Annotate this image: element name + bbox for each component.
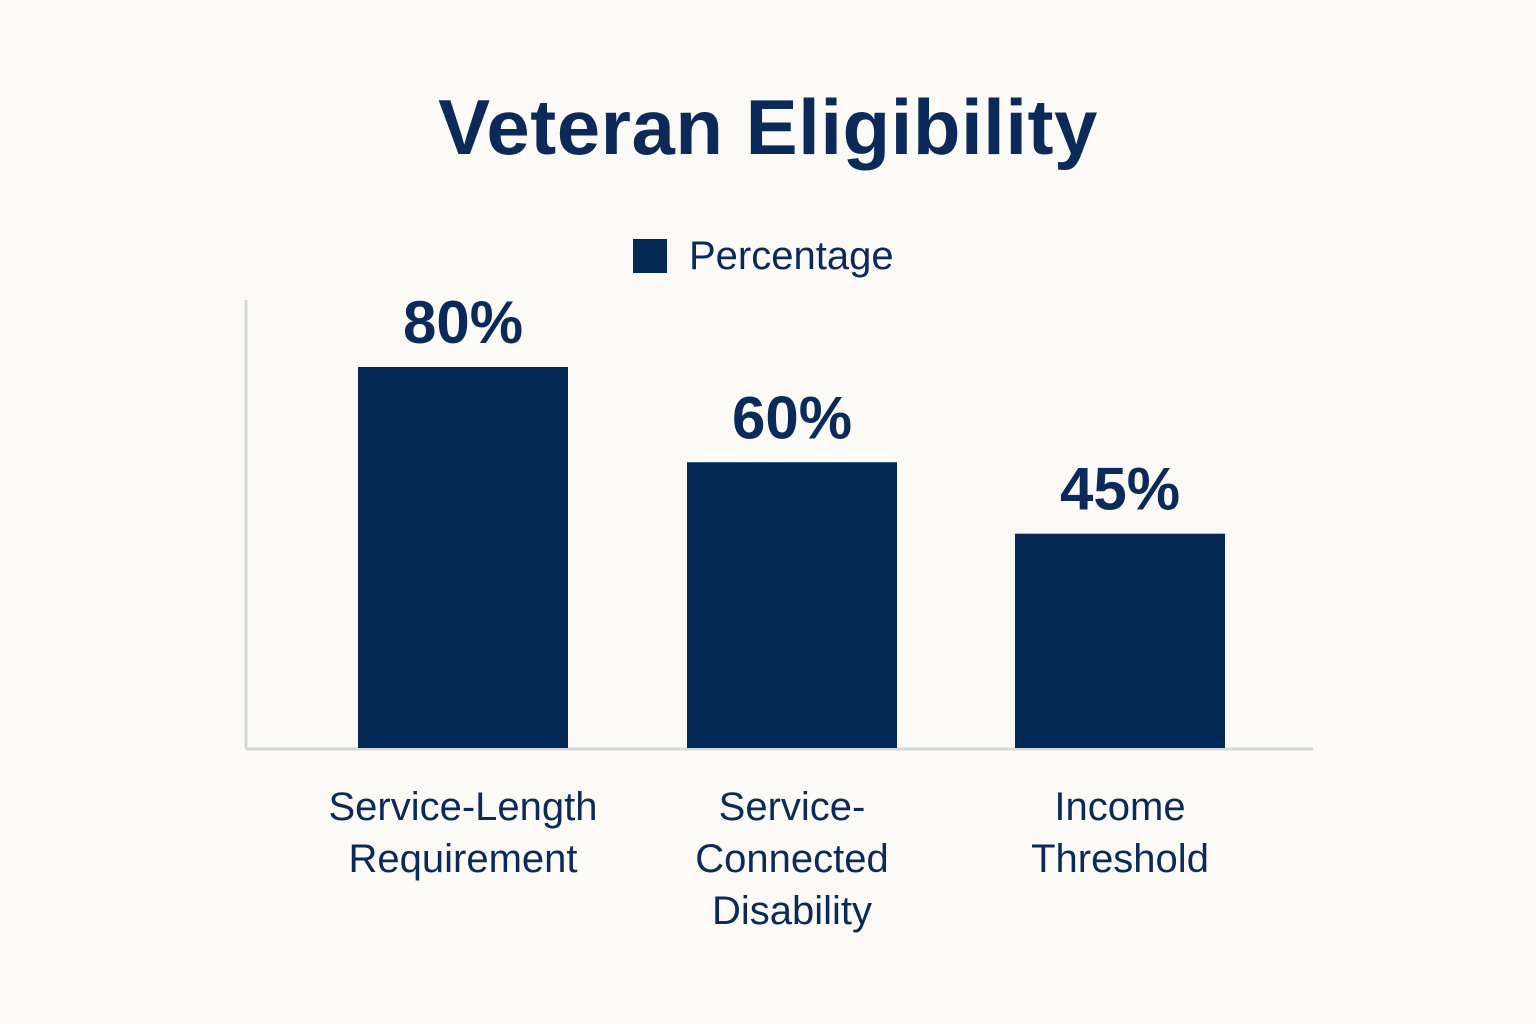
category-label-1-line-2: Requirement [348, 837, 577, 881]
category-label-3-line-2: Threshold [1031, 837, 1209, 881]
legend-swatch [633, 239, 667, 273]
legend-label: Percentage [689, 233, 894, 278]
data-label-1: 80% [403, 289, 523, 356]
legend: Percentage [633, 234, 894, 278]
category-label-1-line-1: Service-Length [328, 785, 597, 829]
bar-2 [687, 462, 897, 748]
category-label-3-line-1: Income [1054, 785, 1185, 829]
category-label-2-line-1: Service- [719, 785, 866, 829]
category-label-2-line-2: Connected [695, 837, 888, 881]
data-label-2: 60% [732, 384, 852, 451]
bar-3 [1015, 533, 1225, 748]
data-label-3: 45% [1060, 456, 1180, 523]
bar-1 [358, 367, 568, 748]
category-label-2-line-3: Disability [712, 889, 872, 933]
chart-title: Veteran Eligibility [438, 83, 1098, 171]
